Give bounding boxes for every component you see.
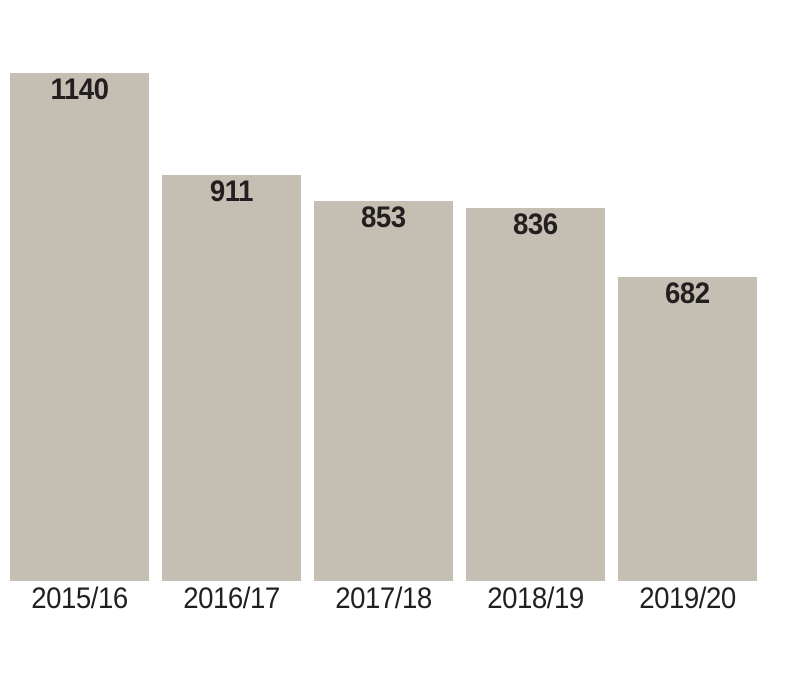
x-axis-tick-label-text: 2016/17 (183, 582, 280, 615)
x-axis-tick-label-text: 2019/20 (639, 582, 736, 615)
x-axis-tick-label: 2015/16 (10, 584, 149, 614)
bar: 853 (314, 201, 453, 581)
x-axis-tick-label: 2019/20 (618, 584, 757, 614)
x-axis-tick-label: 2017/18 (314, 584, 453, 614)
x-axis-tick-label: 2018/19 (466, 584, 605, 614)
bar: 836 (466, 208, 605, 581)
bar: 911 (162, 175, 301, 581)
x-axis-tick-label: 2016/17 (162, 584, 301, 614)
bar: 1140 (10, 73, 149, 581)
bar-value-label: 911 (209, 175, 254, 208)
x-axis-tick-label-text: 2017/18 (335, 582, 432, 615)
bar-value-label: 836 (513, 208, 558, 241)
x-axis-tick-label-text: 2018/19 (487, 582, 584, 615)
bar: 682 (618, 277, 757, 581)
bar-value-label: 1140 (50, 73, 109, 106)
bar-value-label: 682 (665, 277, 710, 310)
bar-value-label: 853 (361, 201, 406, 234)
x-axis-tick-label-text: 2015/16 (31, 582, 128, 615)
